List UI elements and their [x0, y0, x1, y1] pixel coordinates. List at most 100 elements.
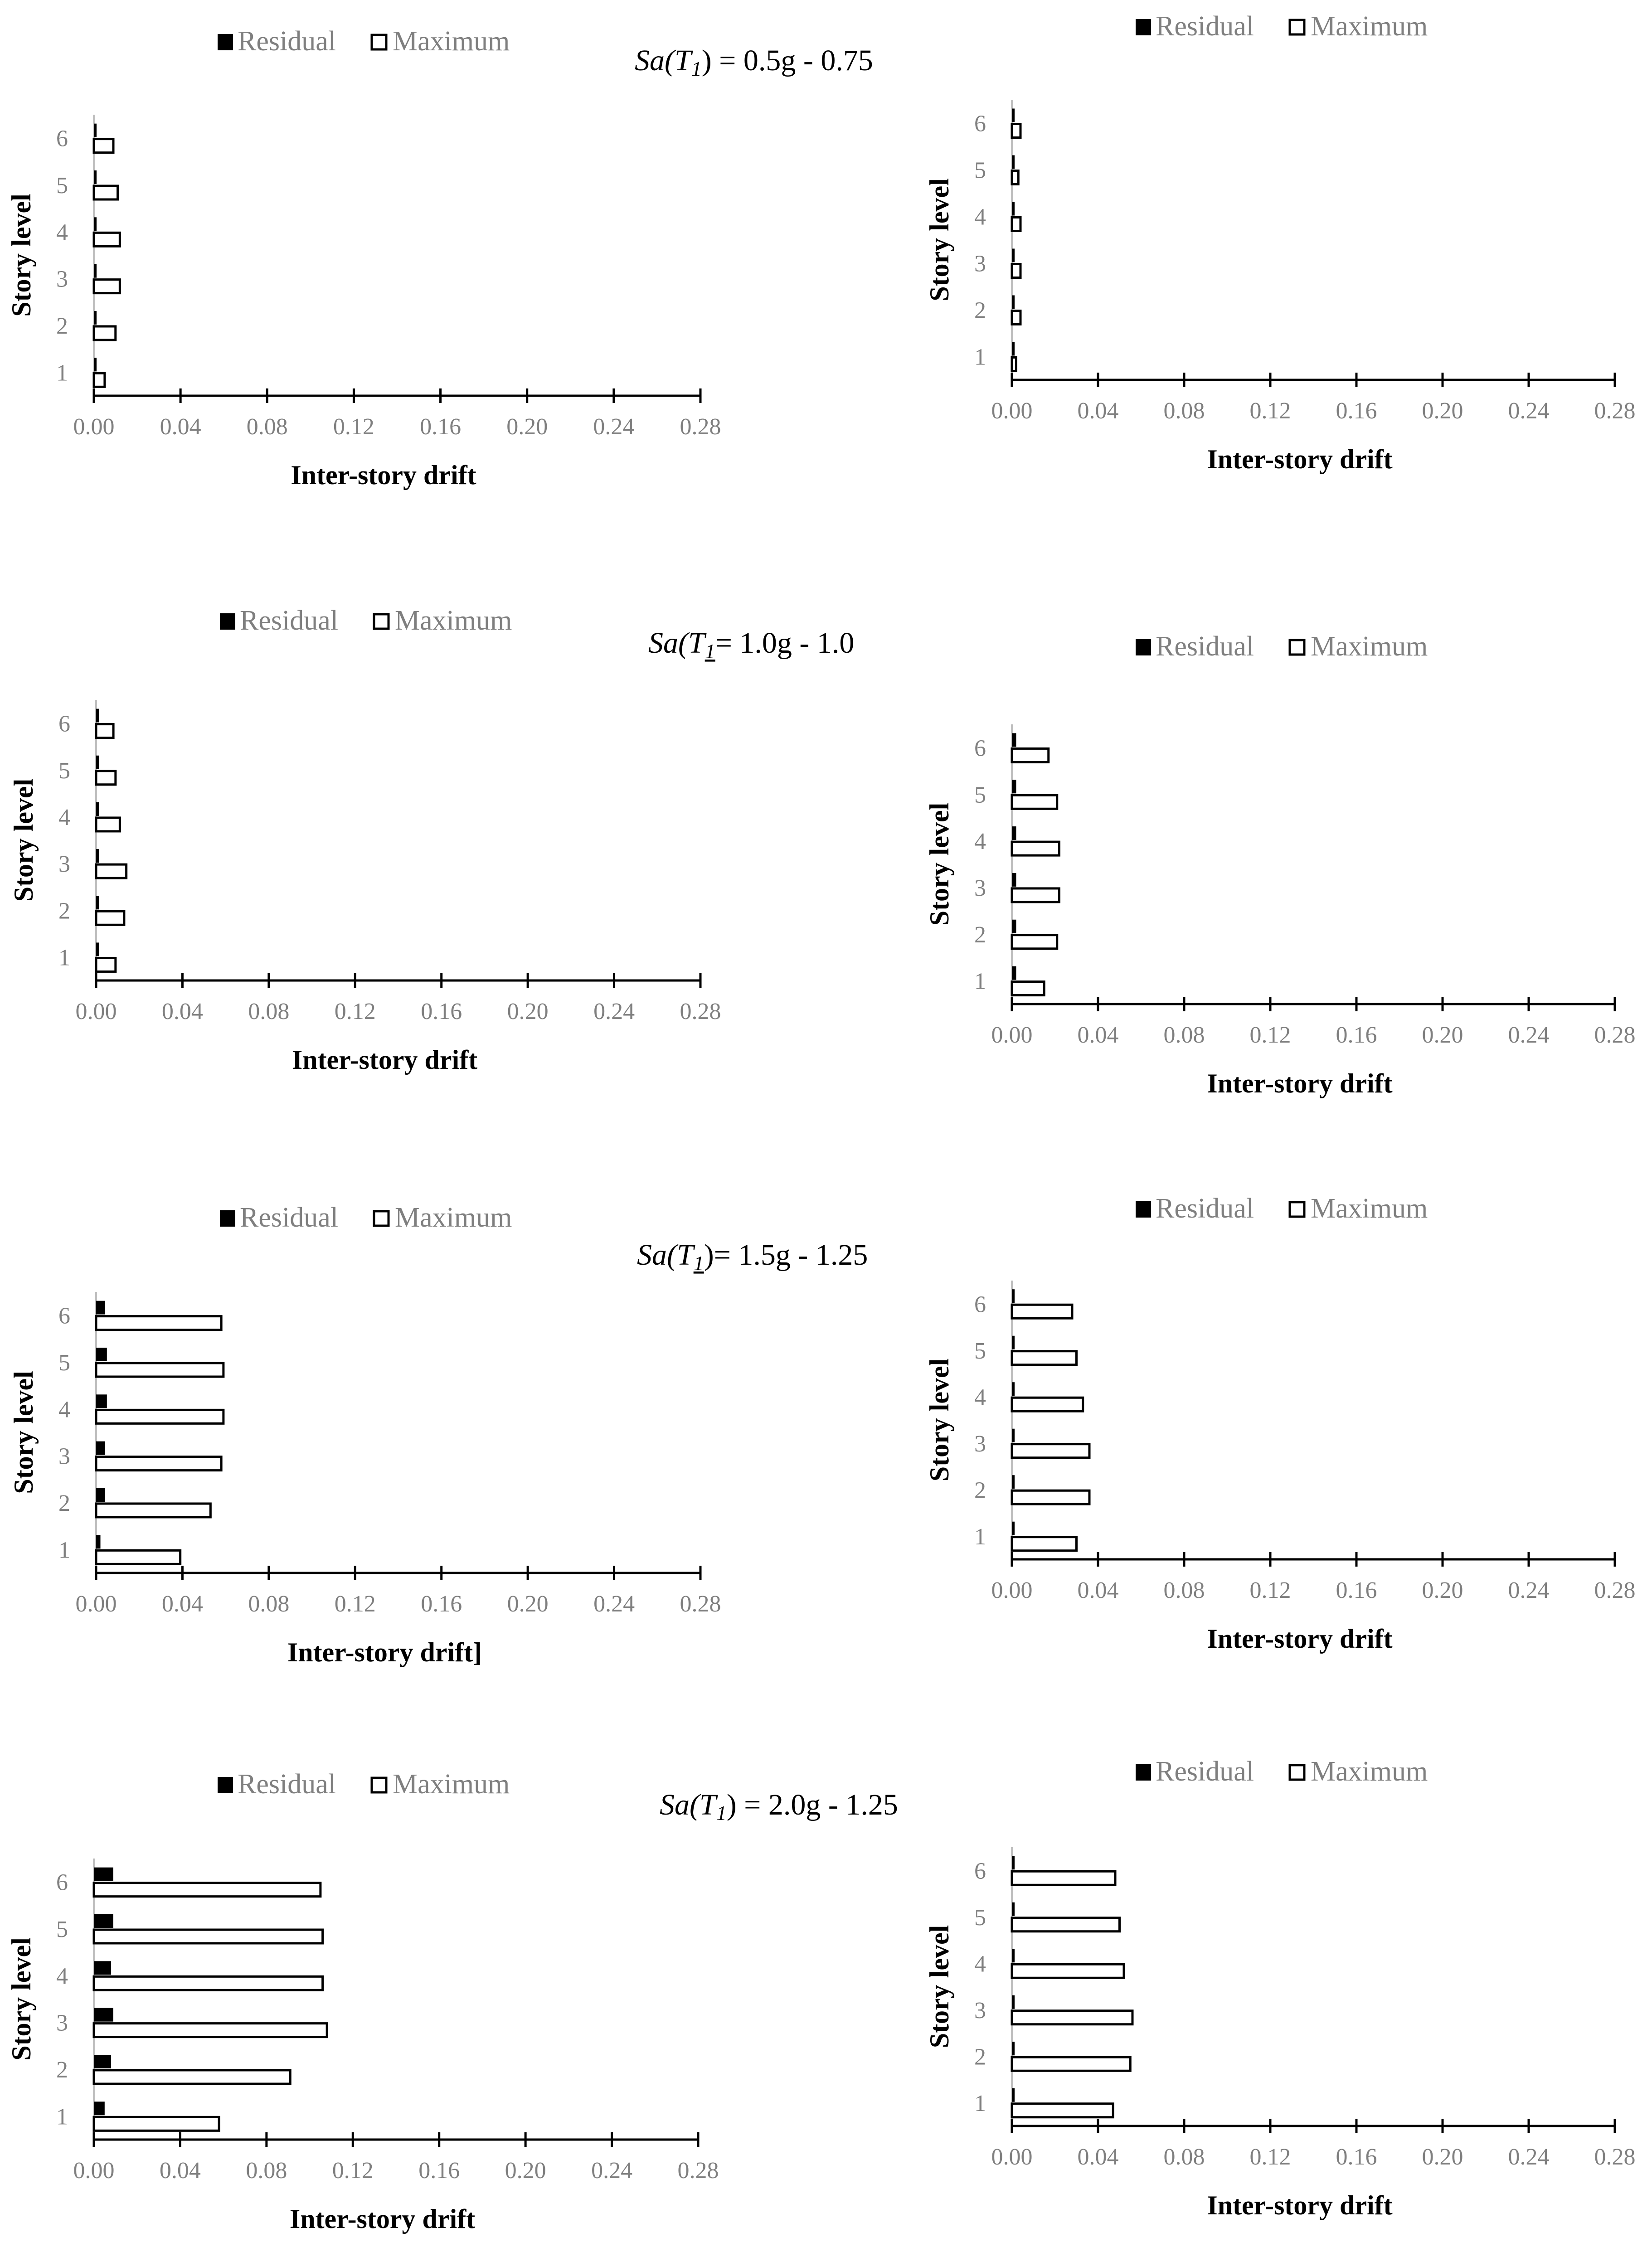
chart-2-legend-maximum-label: Maximum: [1311, 11, 1428, 42]
chart-2-bar-maximum: [1011, 216, 1022, 232]
chart-8-bar-residual: [1012, 2088, 1015, 2102]
chart-5-bar-residual: [96, 1535, 101, 1549]
chart-7-y-tick-label: 3: [56, 2010, 68, 2036]
chart-8-bar-maximum: [1011, 2102, 1114, 2119]
chart-4-bar-maximum: [1011, 840, 1060, 857]
caption-row-3-pre: Sa(T: [637, 1238, 695, 1272]
chart-3-x-tick-label: 0.08: [248, 999, 289, 1024]
chart-7-bar-residual: [94, 1961, 112, 1975]
chart-5-bar-residual: [96, 1348, 107, 1361]
chart-8-legend-maximum-swatch: [1288, 1764, 1306, 1781]
caption-row-3: Sa(T1)= 1.5g - 1.25: [637, 1238, 868, 1275]
chart-5-legend-maximum-label: Maximum: [395, 1202, 512, 1233]
chart-4-bar-maximum: [1011, 747, 1050, 763]
chart-2-bar-residual: [1012, 342, 1015, 356]
chart-1-bar-residual: [94, 264, 97, 278]
caption-row-2: Sa(T1= 1.0g - 1.0: [648, 626, 854, 663]
chart-3-x-tick-label: 0.28: [680, 999, 721, 1024]
chart-4-x-tick-label: 0.28: [1594, 1022, 1636, 1048]
chart-5-y-tick-label: 3: [58, 1444, 70, 1470]
chart-6-x-tick-label: 0.12: [1250, 1577, 1291, 1603]
chart-8-bar-maximum: [1011, 1870, 1117, 1886]
chart-5-x-tick-label: 0.24: [593, 1591, 635, 1617]
chart-6-bar-maximum: [1011, 1489, 1091, 1505]
chart-7-x-tick-label: 0.00: [73, 2158, 115, 2184]
chart-4-x-tick-label: 0.16: [1336, 1022, 1377, 1048]
chart-4-y-axis-title: Story level: [924, 803, 954, 926]
chart-3-bar-residual: [96, 755, 99, 769]
chart-4-legend-maximum-swatch: [1288, 639, 1306, 656]
chart-2-x-tick-label: 0.24: [1508, 398, 1550, 424]
caption-row-1-sub: 1: [691, 57, 702, 80]
chart-6-bar-residual: [1012, 1475, 1015, 1489]
chart-1-y-tick-label: 6: [56, 126, 68, 152]
caption-row-1-pre: Sa(T: [635, 44, 693, 77]
chart-7-x-tick-label: 0.16: [418, 2158, 460, 2184]
chart-8-x-tick-label: 0.12: [1250, 2144, 1291, 2170]
chart-6-y-tick-label: 5: [974, 1338, 986, 1364]
chart-2-bar-residual: [1012, 248, 1015, 262]
chart-7-bar-residual: [94, 2055, 112, 2068]
chart-3-bar-maximum: [95, 910, 126, 926]
chart-8-y-tick-label: 3: [974, 1998, 986, 2024]
chart-8-bar-maximum: [1011, 2056, 1132, 2072]
chart-8-legend-maximum-label: Maximum: [1311, 1756, 1428, 1787]
chart-3-legend-residual-label: Residual: [240, 605, 338, 636]
chart-1-x-tick-label: 0.00: [73, 414, 115, 440]
chart-2-bar-residual: [1012, 295, 1015, 309]
chart-4-bar-residual: [1012, 919, 1016, 933]
caption-row-2-sub: 1: [705, 640, 715, 663]
chart-8-y-tick-label: 4: [974, 1951, 986, 1977]
chart-1-y-tick-label: 2: [56, 313, 68, 339]
chart-1-legend-maximum-label: Maximum: [393, 26, 510, 57]
chart-3-bar-maximum: [95, 770, 117, 786]
chart-2-bar-maximum: [1011, 170, 1020, 185]
chart-6-legend-maximum-swatch: [1288, 1201, 1306, 1218]
chart-8-y-tick-label: 5: [974, 1905, 986, 1931]
chart-2-x-axis-title: Inter-story drift: [1207, 444, 1392, 474]
chart-2-bar-residual: [1012, 202, 1015, 216]
chart-5-bar-maximum: [95, 1502, 212, 1519]
chart-4-legend-residual-swatch: [1136, 639, 1151, 655]
chart-5-x-tick-label: 0.28: [680, 1591, 721, 1617]
chart-1-y-tick-label: 1: [56, 360, 68, 386]
chart-3-x-tick-label: 0.00: [76, 999, 117, 1024]
chart-1-bar-residual: [94, 217, 97, 231]
chart-3-bar-maximum: [95, 723, 115, 739]
chart-7-legend-residual-swatch: [218, 1777, 233, 1793]
caption-row-4: Sa(T1) = 2.0g - 1.25: [660, 1788, 898, 1825]
chart-5-bar-residual: [96, 1488, 105, 1502]
chart-4-y-tick-label: 2: [974, 922, 986, 948]
chart-6-y-tick-label: 2: [974, 1477, 986, 1503]
chart-4-bar-residual: [1012, 826, 1016, 840]
chart-8-x-tick-label: 0.24: [1508, 2144, 1550, 2170]
chart-3-y-tick-label: 1: [58, 945, 70, 971]
chart-7-legend-residual-label: Residual: [238, 1769, 336, 1800]
chart-7-x-axis-title: Inter-story drift: [290, 2204, 475, 2234]
chart-3-bar-residual: [96, 802, 99, 816]
chart-2-bar-maximum: [1011, 123, 1022, 139]
chart-3-y-tick-label: 4: [58, 805, 70, 830]
chart-2-x-tick-label: 0.16: [1336, 398, 1377, 424]
chart-5-bar-maximum: [95, 1362, 225, 1378]
chart-4-bar-maximum: [1011, 794, 1059, 810]
chart-6-bar-maximum: [1011, 1350, 1078, 1366]
chart-7-bar-maximum: [92, 2069, 292, 2085]
chart-2-y-tick-label: 3: [974, 251, 986, 277]
caption-row-2-post: = 1.0g - 1.0: [715, 626, 855, 660]
chart-5-bar-maximum: [95, 1549, 182, 1565]
chart-1-x-tick-label: 0.24: [593, 414, 634, 440]
chart-3-y-tick-label: 3: [58, 851, 70, 877]
chart-8-x-tick-label: 0.04: [1078, 2144, 1119, 2170]
chart-6-y-axis-title: Story level: [924, 1359, 954, 1482]
chart-2-bar-maximum: [1011, 310, 1022, 325]
chart-5-legend-residual-swatch: [220, 1210, 235, 1227]
chart-3-bar-residual: [96, 942, 99, 956]
chart-4-bar-residual: [1012, 733, 1016, 747]
chart-3-x-axis-title: Inter-story drift: [292, 1045, 477, 1075]
caption-row-3-sub: 1: [694, 1252, 704, 1275]
chart-2-x-tick-label: 0.04: [1078, 398, 1119, 424]
chart-8-bar-residual: [1012, 1949, 1015, 1963]
chart-4-bar-residual: [1012, 780, 1016, 794]
chart-8-x-tick-label: 0.28: [1594, 2144, 1636, 2170]
